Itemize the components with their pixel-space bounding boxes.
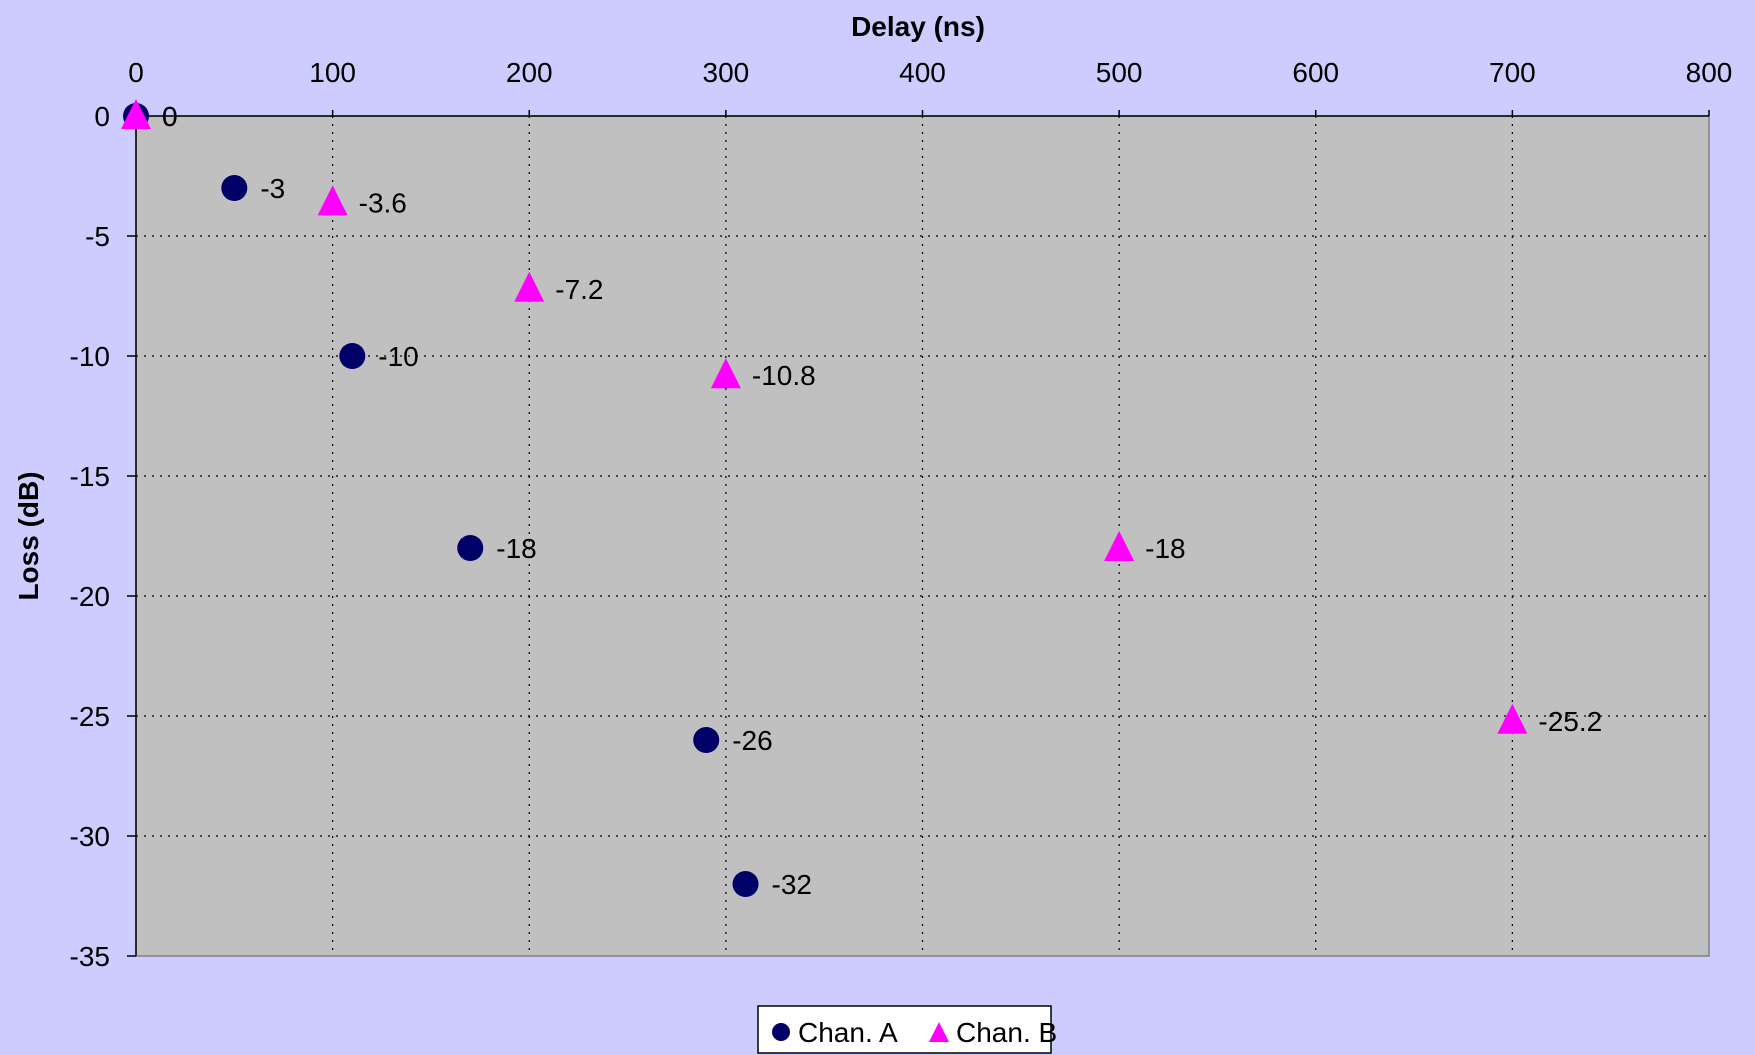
x-tick-label: 600 (1292, 57, 1339, 88)
y-tick-label: -5 (85, 221, 110, 252)
chan-b-point (121, 99, 151, 129)
chan-b-point (1104, 531, 1135, 561)
y-tick-label: -10 (70, 341, 110, 372)
chan-b-point (710, 358, 741, 389)
data-marks (121, 99, 1528, 897)
y-tick-label: -30 (70, 821, 110, 852)
chan-a-point (457, 535, 484, 561)
chan-a-data-label: 0 (162, 101, 178, 132)
legend-circle-icon (772, 1023, 790, 1041)
chan-a-data-label: -18 (496, 533, 536, 564)
y-tick-label: 0 (94, 101, 110, 132)
legend-label-chan-a: Chan. A (798, 1017, 898, 1048)
x-tick-label: 0 (128, 57, 144, 88)
chan-a-point (339, 343, 366, 369)
legend-box (757, 1005, 1052, 1054)
y-tick-label: -25 (70, 701, 110, 732)
x-axis-title: Delay (ns) (851, 11, 985, 42)
chan-a-data-label: -3 (260, 173, 285, 204)
data-labels: 0-3-10-18-26-320-3.6-7.2-10.8-18-25.2 (162, 101, 1602, 900)
x-tick-label: 500 (1096, 57, 1143, 88)
chan-b-data-label: 0 (162, 101, 178, 132)
chan-b-point (1497, 703, 1528, 734)
chan-a-data-label: -32 (772, 869, 812, 900)
x-tick-label: 400 (899, 57, 946, 88)
chan-b-data-label: -7.2 (555, 274, 603, 305)
axes (127, 110, 1710, 957)
chan-a-data-label: -26 (732, 725, 772, 756)
y-axis-title: Loss (dB) (13, 471, 44, 600)
y-tick-label: -35 (70, 941, 110, 972)
y-tick-label: -15 (70, 461, 110, 492)
chan-b-point (514, 271, 545, 302)
chan-a-point (221, 175, 248, 201)
chan-b-data-label: -25.2 (1538, 706, 1602, 737)
x-tick-label: 700 (1489, 57, 1536, 88)
chan-b-point (317, 185, 348, 216)
chan-b-data-label: -18 (1145, 533, 1185, 564)
y-tick-label: -20 (70, 581, 110, 612)
plot-area (135, 115, 1710, 957)
chan-a-point (732, 871, 759, 897)
legend: Chan. A Chan. B (757, 1005, 1057, 1054)
x-tick-label: 800 (1686, 57, 1733, 88)
chan-a-point (693, 727, 720, 753)
x-tick-label: 300 (703, 57, 750, 88)
x-tick-label: 200 (506, 57, 553, 88)
legend-label-chan-b: Chan. B (956, 1017, 1057, 1048)
chan-b-data-label: -10.8 (752, 360, 816, 391)
tick-labels: 0 100 200 300 400 500 600 700 800 0 -5 -10 -15 -20 -25… (70, 57, 1733, 972)
chan-a-data-label: -10 (378, 341, 418, 372)
legend-triangle-icon (929, 1022, 949, 1042)
chan-b-data-label: -3.6 (359, 187, 407, 218)
x-tick-label: 100 (309, 57, 356, 88)
